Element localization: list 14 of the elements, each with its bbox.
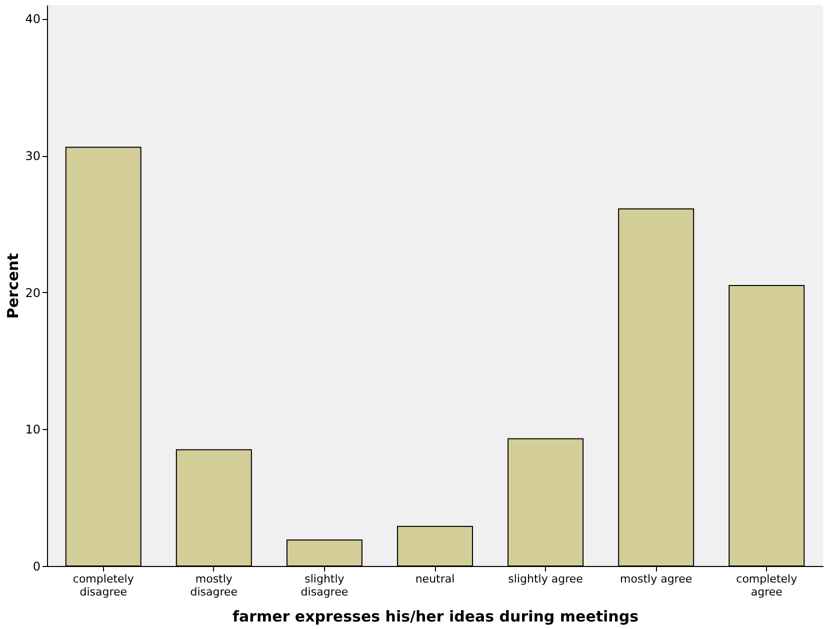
x-axis-title: farmer expresses his/her ideas during meetings (232, 608, 639, 626)
x-tick-label: mostly disagree (190, 572, 238, 598)
x-tick-label: completely disagree (72, 572, 134, 598)
y-tick-label: 20 (25, 286, 40, 300)
y-tick-label: 30 (25, 149, 40, 164)
y-axis-title: Percent (4, 253, 22, 319)
y-tick-label: 0 (32, 560, 40, 574)
y-tick-label: 40 (25, 12, 40, 26)
x-tick-label: completely agree (736, 572, 798, 598)
x-tick-label: slightly disagree (300, 572, 348, 598)
x-tick-label: neutral (415, 572, 455, 586)
x-tick-label: mostly agree (620, 572, 692, 586)
y-tick-label: 10 (25, 422, 40, 437)
x-tick-label: slightly agree (508, 572, 584, 586)
